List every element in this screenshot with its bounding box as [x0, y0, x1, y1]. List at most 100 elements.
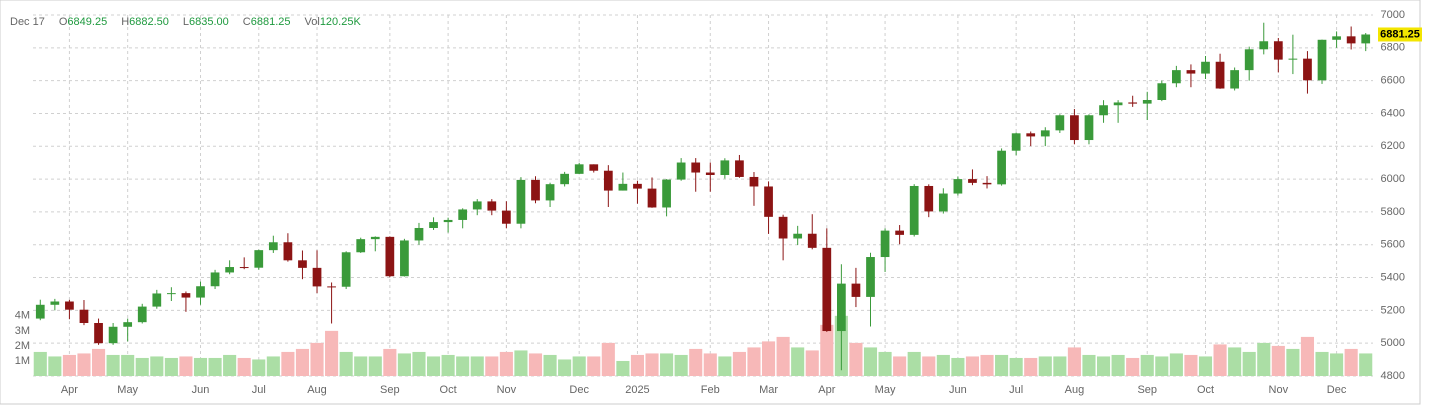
volume-bar [295, 348, 310, 376]
candle-body [79, 309, 89, 323]
header-field-value: 6881.25 [251, 16, 291, 28]
candle-body [982, 182, 992, 185]
candle-body [312, 267, 322, 287]
y-tick-label: 5400 [1381, 271, 1405, 283]
volume-bar [266, 356, 280, 376]
volume-bar [587, 356, 601, 376]
candle-body [924, 185, 934, 212]
volume-bar [601, 342, 615, 376]
candle-body [1230, 70, 1239, 89]
volume-bar [660, 353, 674, 376]
header-field-name: H [121, 16, 129, 28]
volume-bar [106, 354, 120, 376]
x-tick-label: Dec [569, 384, 589, 396]
candle-body [1128, 102, 1138, 104]
candle-body [560, 173, 569, 185]
volume-bar [922, 356, 936, 376]
candle-body [181, 293, 191, 298]
volume-bar [732, 351, 746, 376]
candle-body [283, 242, 293, 261]
candle-body [793, 233, 803, 239]
y2-tick-label: 3M [15, 325, 30, 337]
volume-bar [1053, 356, 1067, 376]
volume-bar [223, 354, 237, 376]
volume-bar [485, 356, 499, 376]
candle-body [1303, 58, 1312, 81]
volume-bar [1024, 357, 1038, 376]
volume-bar [878, 351, 892, 376]
last-price-tag [1378, 27, 1422, 42]
y-tick-label: 5000 [1381, 337, 1405, 349]
candle-body [1070, 115, 1079, 141]
volume-bar [689, 348, 703, 376]
candle-body [254, 250, 264, 268]
volume-bar [1242, 351, 1256, 376]
candle-body [1157, 83, 1167, 100]
x-tick-label: Jul [1009, 384, 1023, 396]
candle-body [400, 240, 409, 277]
ohlc-header: Dec 17 O6849.25 H6882.50 L6835.00 C6881.25 Vo… [10, 16, 361, 28]
x-tick-label: Nov [497, 384, 517, 396]
x-tick-label: Aug [307, 384, 327, 396]
volume-bar [820, 324, 834, 376]
volume-bar [499, 351, 513, 376]
x-tick-label: Apr [61, 384, 78, 396]
candle-body [938, 193, 948, 212]
volume-bar [135, 357, 149, 376]
candle-body [487, 201, 497, 211]
volume-bar [354, 356, 368, 376]
candle-body [50, 301, 60, 305]
volume-bar [1096, 356, 1111, 376]
candle-body [443, 219, 453, 223]
x-tick-label: Mar [759, 384, 778, 396]
volume-bar [951, 357, 965, 376]
candle-body [385, 236, 395, 277]
candle-body [516, 179, 526, 224]
candle-body [152, 293, 162, 307]
volume-bar [325, 330, 339, 376]
volume-bar [1271, 345, 1285, 376]
volume-bar [121, 354, 135, 376]
volume-bar [645, 353, 659, 376]
candle-body [1172, 70, 1181, 84]
volume-bar [397, 353, 411, 376]
y-tick-label: 6800 [1381, 42, 1405, 54]
candle-body [618, 183, 628, 191]
y-tick-label: 6000 [1381, 173, 1405, 185]
candle-body [502, 210, 511, 224]
volume-bar [1111, 354, 1125, 376]
candle-body [662, 179, 671, 208]
volume-bar [193, 357, 208, 376]
candle-body [1317, 39, 1327, 81]
y-tick-label: 6200 [1381, 140, 1405, 152]
candle-body [1011, 133, 1021, 151]
x-tick-label: May [117, 384, 138, 396]
candle-body [123, 322, 133, 327]
candle-body [866, 257, 875, 297]
volume-bar [1038, 356, 1052, 376]
y-tick-label: 4800 [1381, 370, 1405, 382]
volume-bar [747, 347, 761, 376]
y-tick-label: 7000 [1381, 9, 1405, 21]
volume-bar [164, 357, 178, 376]
volume-bar [936, 354, 950, 376]
candle-body [691, 162, 701, 173]
candle-body [1055, 115, 1065, 131]
volume-bar [383, 348, 397, 376]
volume-bar [1213, 344, 1227, 376]
volume-bar [1286, 348, 1300, 376]
x-tick-label: May [875, 384, 896, 396]
candle-body [1084, 115, 1094, 141]
candle-body [531, 179, 540, 201]
candle-body [953, 179, 963, 194]
candle-body [1201, 61, 1210, 74]
header-field-value: 120.25K [320, 16, 362, 28]
volume-bar [237, 357, 251, 376]
volume-bar [863, 347, 878, 376]
volume-bar [441, 354, 455, 376]
candle-body [720, 160, 730, 175]
volume-bar [630, 354, 645, 376]
header-field-value: 6835.00 [189, 16, 229, 28]
volume-bar [1169, 353, 1183, 376]
